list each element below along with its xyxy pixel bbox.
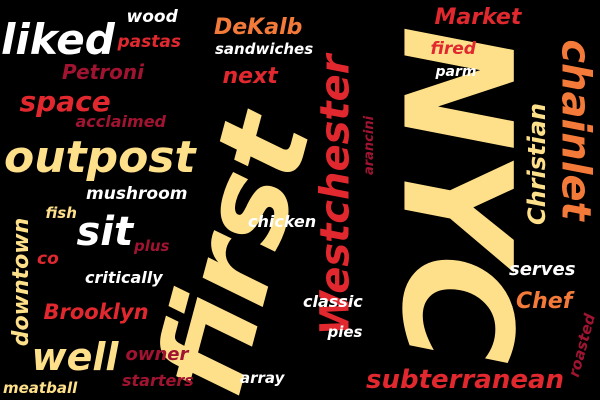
word-plus: plus bbox=[134, 236, 170, 255]
word-subterranean: subterranean bbox=[366, 365, 565, 395]
word-outpost: outpost bbox=[4, 132, 196, 183]
word-starters: starters bbox=[122, 371, 194, 390]
word-dekalb: DeKalb bbox=[214, 15, 303, 40]
word-sandwiches: sandwiches bbox=[215, 39, 314, 58]
word-brooklyn: Brooklyn bbox=[43, 299, 149, 324]
word-fired: fired bbox=[430, 38, 476, 59]
word-co: co bbox=[37, 248, 59, 269]
word-chef: Chef bbox=[516, 289, 573, 314]
word-array: array bbox=[240, 368, 285, 387]
word-fish: fish bbox=[45, 203, 77, 222]
word-critically: critically bbox=[85, 268, 163, 287]
word-pastas: pastas bbox=[117, 31, 181, 52]
word-christian: Christian bbox=[523, 102, 552, 226]
word-serves: serves bbox=[509, 259, 576, 280]
word-meatball: meatball bbox=[3, 378, 78, 397]
word-well: well bbox=[31, 335, 119, 379]
word-chicken: chicken bbox=[248, 212, 317, 231]
word-classic: classic bbox=[303, 292, 363, 311]
word-pies: pies bbox=[327, 322, 363, 341]
word-sit: sit bbox=[76, 209, 134, 255]
word-wood: wood bbox=[126, 6, 178, 27]
word-parm: parm bbox=[435, 64, 477, 80]
word-roasted: roasted bbox=[564, 311, 599, 379]
word-downtown: downtown bbox=[9, 217, 35, 347]
word-market: Market bbox=[434, 5, 522, 30]
word-next: next bbox=[222, 64, 278, 89]
word-arancini: arancini bbox=[361, 115, 377, 175]
word-acclaimed: acclaimed bbox=[75, 112, 167, 131]
word-liked: liked bbox=[1, 15, 115, 64]
word-petroni: Petroni bbox=[62, 60, 144, 84]
word-space: space bbox=[19, 85, 111, 118]
word-chainlet: chainlet bbox=[552, 39, 599, 221]
word-mushroom: mushroom bbox=[86, 183, 188, 204]
word-owner: owner bbox=[125, 344, 189, 365]
